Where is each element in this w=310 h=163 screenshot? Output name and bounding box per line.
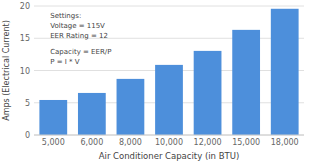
- bar: [271, 9, 299, 135]
- x-tick-label: 5,000: [42, 138, 65, 147]
- annotation-line: P = I * V: [50, 58, 80, 66]
- x-tick-label: 15,000: [232, 138, 260, 147]
- annotation-line: EER Rating = 12: [50, 32, 108, 40]
- x-axis-label: Air Conditioner Capacity (in BTU): [99, 151, 240, 161]
- annotation-line: Settings:: [50, 12, 81, 20]
- x-axis-line: [34, 135, 304, 136]
- x-tick-label: 6,000: [80, 138, 103, 147]
- annotation: Settings: Voltage = 115V EER Rating = 12: [50, 12, 108, 40]
- bar: [232, 30, 260, 135]
- x-tick-label: 18,000: [271, 138, 299, 147]
- bar: [78, 93, 106, 135]
- chart: 0 5 10 15 20 5,000 6,000 8,000 10,000 12,000 15,00…: [0, 0, 310, 163]
- y-tick-label: 10: [20, 67, 30, 76]
- bar: [194, 51, 222, 135]
- bar: [117, 79, 145, 135]
- x-tick-label: 10,000: [155, 138, 183, 147]
- y-tick-label: 20: [20, 2, 30, 11]
- bars: [39, 9, 298, 135]
- grid-line: [34, 6, 304, 7]
- annotation: Capacity = EER/P P = I * V: [50, 48, 111, 66]
- bar: [39, 100, 67, 135]
- bar: [155, 65, 183, 135]
- annotation-line: Capacity = EER/P: [50, 48, 111, 56]
- annotation-line: Voltage = 115V: [50, 22, 105, 30]
- y-tick-label: 5: [25, 99, 30, 108]
- x-tick-label: 8,000: [119, 138, 142, 147]
- y-tick-label: 15: [20, 34, 30, 43]
- x-tick-label: 12,000: [194, 138, 222, 147]
- y-axis-label: Amps (Electrical Current): [2, 20, 11, 121]
- grid: [34, 6, 304, 135]
- y-tick-label: 0: [25, 131, 30, 140]
- grid-line: [34, 135, 304, 136]
